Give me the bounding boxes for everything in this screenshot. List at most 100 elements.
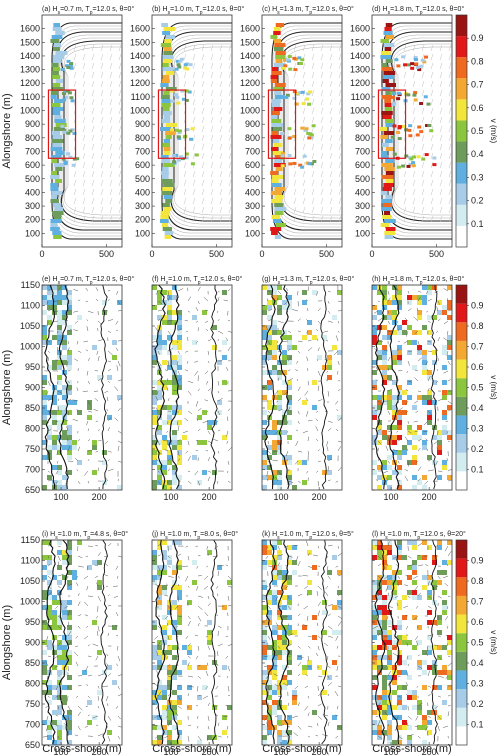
speed-cell xyxy=(57,590,62,595)
velocity-vector xyxy=(97,625,100,632)
velocity-vector xyxy=(439,98,443,106)
speed-cell xyxy=(294,102,299,106)
speed-cell xyxy=(47,570,52,575)
speed-cell xyxy=(52,203,62,207)
speed-cell xyxy=(277,375,282,380)
velocity-vector xyxy=(374,348,379,352)
colorbar-tick-label: 0.5 xyxy=(471,383,484,393)
speed-cell xyxy=(427,635,432,640)
speed-cell xyxy=(57,485,62,490)
velocity-vector xyxy=(412,134,416,142)
speed-cell xyxy=(411,161,416,165)
velocity-vector xyxy=(297,561,301,567)
speed-cell xyxy=(177,420,182,425)
speed-cell xyxy=(407,575,412,580)
panel-title-part: , T xyxy=(412,276,421,283)
speed-cell xyxy=(157,545,162,550)
speed-cell xyxy=(92,470,97,475)
speed-cell xyxy=(397,625,402,630)
speed-cell xyxy=(62,285,67,290)
speed-cell xyxy=(172,665,177,670)
panel-e: (e) Hs=0.7 m, Tp=12.0 s, θ=0°65070075080… xyxy=(20,275,134,502)
speed-cell xyxy=(162,440,167,445)
speed-cell xyxy=(177,340,182,345)
speed-cell xyxy=(402,390,407,395)
velocity-vector xyxy=(192,53,196,61)
speed-cell xyxy=(417,300,422,305)
velocity-vector xyxy=(407,430,412,434)
velocity-vector xyxy=(425,652,429,657)
speed-cell xyxy=(57,380,62,385)
velocity-vector xyxy=(338,206,342,214)
velocity-vector xyxy=(167,295,171,302)
velocity-vector xyxy=(183,188,187,196)
speed-cell xyxy=(372,545,377,550)
speed-cell xyxy=(312,290,317,295)
speed-cell xyxy=(52,295,57,300)
speed-cell xyxy=(382,380,387,385)
speed-cell xyxy=(212,325,217,330)
speed-cell xyxy=(337,605,342,610)
velocity-vector xyxy=(47,357,49,362)
velocity-vector xyxy=(338,116,342,124)
velocity-vector xyxy=(91,89,95,97)
speed-cell xyxy=(272,625,277,630)
x-tick-label: 200 xyxy=(422,747,437,755)
speed-cell xyxy=(167,600,172,605)
speed-cell xyxy=(402,725,407,730)
speed-cell xyxy=(382,685,387,690)
panel-title-part: = xyxy=(280,276,284,283)
velocity-vector xyxy=(414,585,419,591)
speed-cell xyxy=(62,430,67,435)
velocity-vector xyxy=(228,53,232,61)
velocity-vector xyxy=(337,685,342,687)
speed-cell xyxy=(161,119,171,123)
velocity-vector xyxy=(219,179,223,187)
speed-cell xyxy=(72,400,77,405)
speed-cell xyxy=(167,410,172,415)
speed-cell xyxy=(287,420,292,425)
speed-cell xyxy=(262,550,267,555)
speed-cell xyxy=(172,690,177,695)
velocity-vector xyxy=(266,380,269,384)
speed-cell xyxy=(262,435,267,440)
velocity-vector xyxy=(118,179,122,187)
velocity-vector xyxy=(57,286,62,292)
y-tick-label: 1400 xyxy=(130,51,150,61)
velocity-vector xyxy=(413,420,419,423)
speed-cell xyxy=(407,325,412,330)
speed-cell xyxy=(377,725,382,730)
speed-cell xyxy=(409,157,414,161)
speed-cell xyxy=(337,590,342,595)
speed-cell xyxy=(285,93,290,97)
velocity-vector xyxy=(447,360,451,365)
velocity-vector xyxy=(448,53,452,61)
velocity-vector xyxy=(228,161,232,169)
speed-cell xyxy=(275,223,287,227)
velocity-vector xyxy=(327,466,329,472)
speed-cell xyxy=(337,630,342,635)
speed-cell xyxy=(172,580,177,585)
speed-cell xyxy=(107,415,112,420)
speed-cell xyxy=(262,395,267,400)
speed-cell xyxy=(67,655,72,660)
speed-cell xyxy=(383,131,394,135)
speed-cell xyxy=(97,690,102,695)
y-tick-label: 1200 xyxy=(350,78,370,88)
speed-cell xyxy=(162,345,167,350)
colorbar-segment xyxy=(456,595,467,615)
speed-cell xyxy=(52,305,57,310)
speed-cell xyxy=(392,470,397,475)
speed-cell xyxy=(407,725,412,730)
speed-cell xyxy=(402,330,407,335)
speed-cell xyxy=(52,725,57,730)
speed-cell xyxy=(52,600,57,605)
velocity-vector xyxy=(105,477,109,482)
velocity-vector xyxy=(55,470,59,475)
speed-cell xyxy=(172,620,177,625)
velocity-vector xyxy=(311,170,315,178)
velocity-vector xyxy=(386,615,389,621)
velocity-vector xyxy=(67,583,73,587)
speed-cell xyxy=(272,470,277,475)
velocity-vector xyxy=(311,152,315,160)
